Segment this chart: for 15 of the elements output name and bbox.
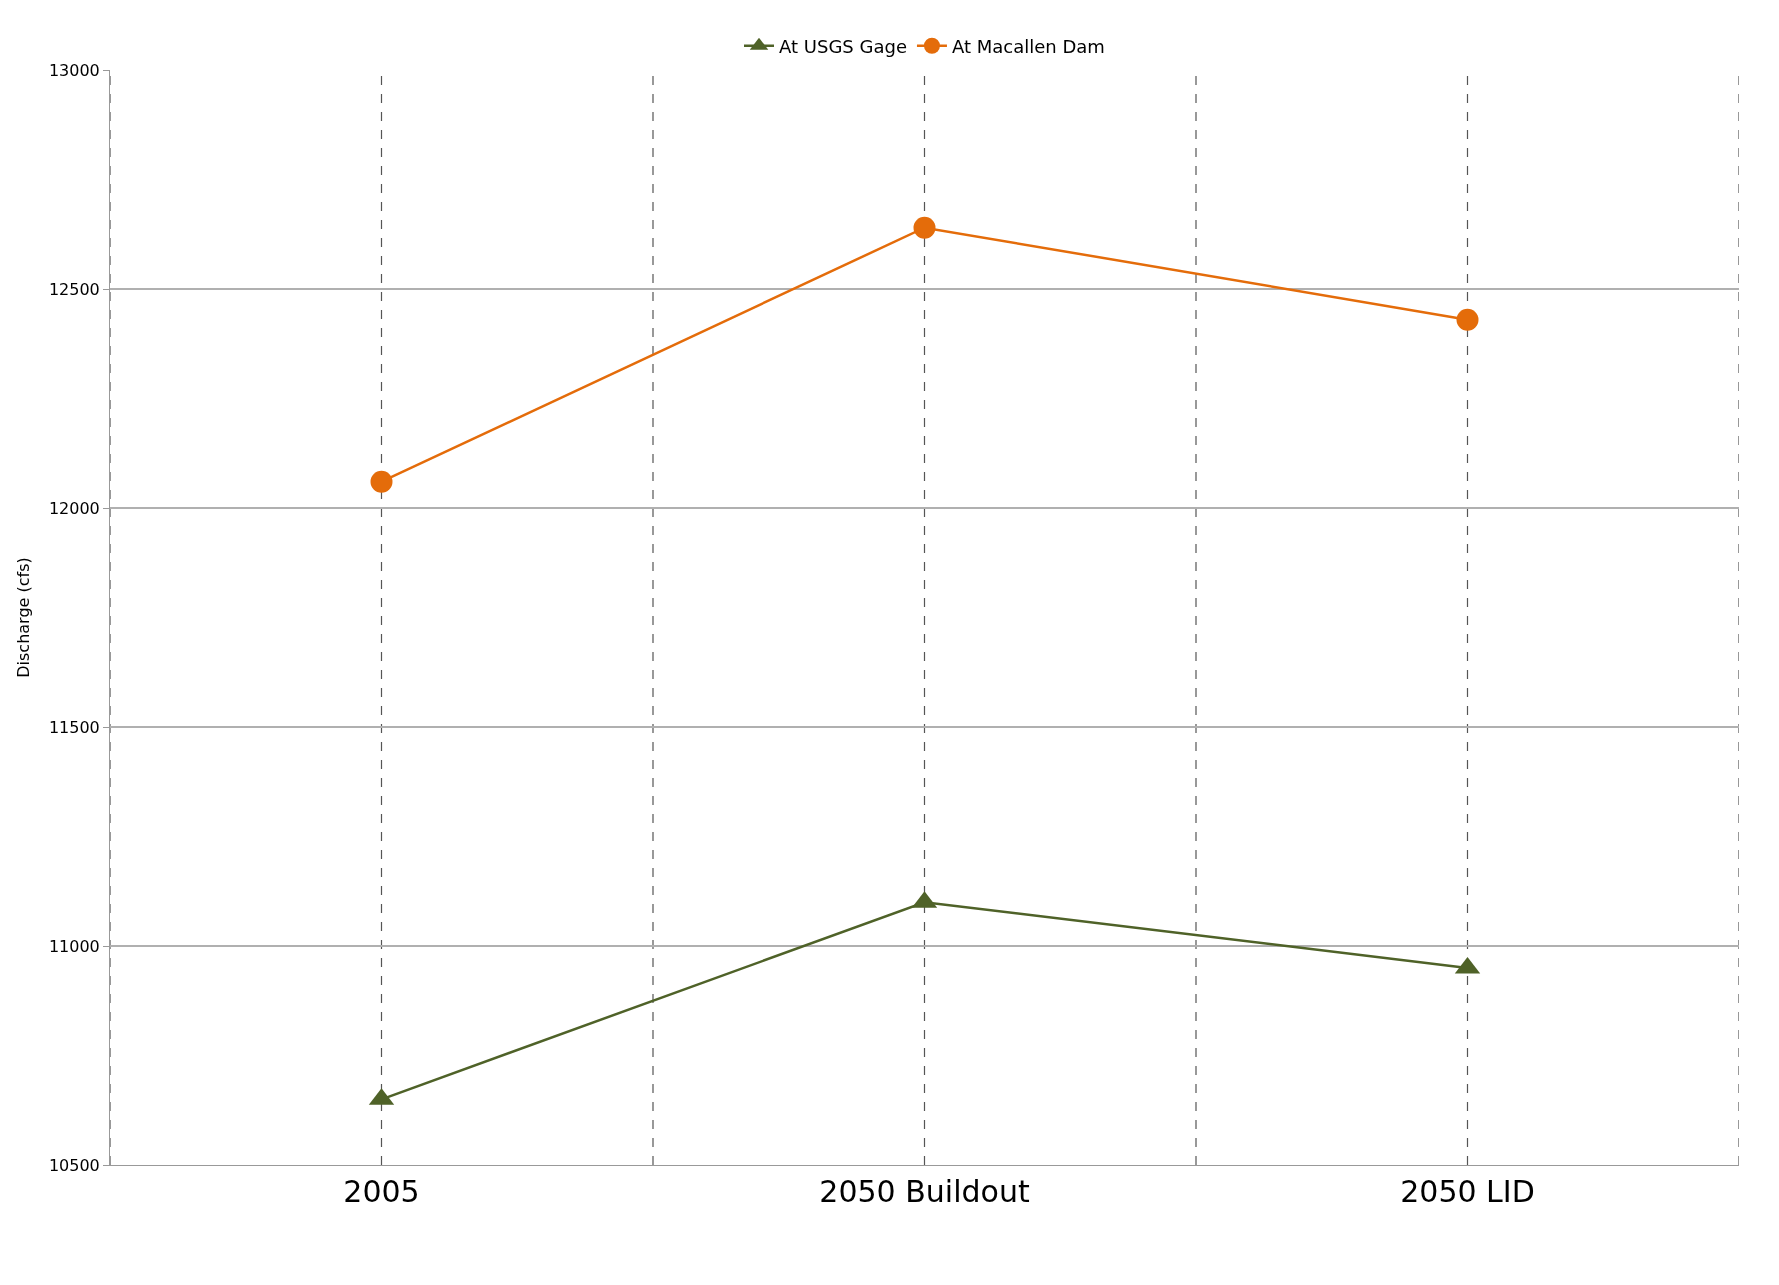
legend-label: At Macallen Dam	[951, 35, 1105, 57]
point	[1456, 308, 1479, 331]
x-tick-label: 2050 LID	[1400, 1174, 1535, 1209]
point	[913, 216, 936, 239]
x-tick-label: 2005	[343, 1174, 420, 1209]
y-tick-label: 10500	[48, 1155, 100, 1175]
x-tick-label: 2050 Buildout	[819, 1174, 1030, 1209]
y-tick-label: 13000	[48, 60, 100, 80]
y-tick-label: 12500	[48, 279, 100, 299]
y-tick-label: 11500	[48, 717, 100, 737]
y-axis-title: Discharge (cfs)	[13, 557, 33, 678]
legend-label: At USGS Gage	[779, 35, 907, 57]
y-tick-label: 12000	[48, 498, 100, 518]
point	[370, 470, 393, 493]
y-tick-label: 11000	[48, 936, 100, 956]
